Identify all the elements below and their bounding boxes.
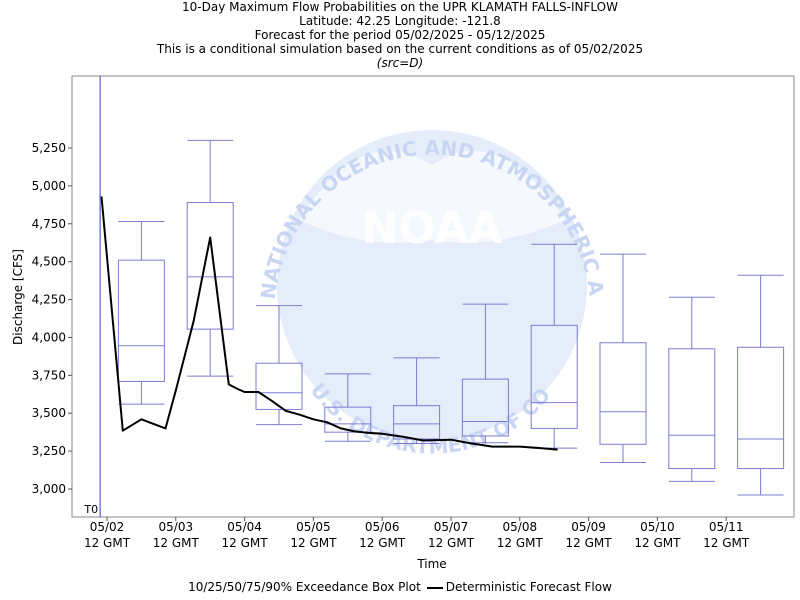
box-iqr xyxy=(599,342,647,445)
box-plots xyxy=(117,139,785,496)
legend-line-label: Deterministic Forecast Flow xyxy=(445,580,612,594)
y-tick-label: 3,250 xyxy=(32,444,66,458)
forecast-series xyxy=(100,196,558,451)
y-tick-label: 3,500 xyxy=(32,406,66,420)
chart-title-block: 10-Day Maximum Flow Probabilities on the… xyxy=(0,0,800,70)
t0-label: T0 xyxy=(83,503,98,516)
x-tick-time: 12 GMT xyxy=(153,536,200,550)
x-tick-time: 12 GMT xyxy=(634,536,681,550)
source-note: (src=D) xyxy=(376,56,424,70)
forecast-line xyxy=(100,196,558,451)
x-tick-date: 05/08 xyxy=(503,520,538,534)
watermark-logo-text: NOAA xyxy=(361,203,502,254)
x-axis-label: Time xyxy=(416,557,446,571)
box-plot xyxy=(255,305,303,426)
x-tick-date: 05/02 xyxy=(90,520,125,534)
plot-area xyxy=(71,75,795,518)
x-tick-time: 12 GMT xyxy=(290,536,337,550)
box-plot xyxy=(393,357,441,445)
y-tick-label: 4,750 xyxy=(32,217,66,231)
noaa-watermark: NATIONAL OCEANIC AND ATMOSPHERIC ADMINIS… xyxy=(0,0,609,459)
forecast-period-line: Forecast for the period 05/02/2025 - 05/… xyxy=(254,28,546,42)
t0-marker: T0 xyxy=(83,76,101,517)
box-plot xyxy=(737,274,785,496)
simulation-note-line: This is a conditional simulation based o… xyxy=(156,42,644,56)
x-tick-date: 05/06 xyxy=(365,520,400,534)
box-iqr xyxy=(461,378,509,437)
x-tick-time: 12 GMT xyxy=(222,536,269,550)
x-tick-date: 05/11 xyxy=(709,520,744,534)
y-tick-label: 4,000 xyxy=(32,330,66,344)
x-tick-date: 05/09 xyxy=(571,520,606,534)
x-tick-time: 12 GMT xyxy=(428,536,475,550)
x-tick-time: 12 GMT xyxy=(497,536,544,550)
box-iqr xyxy=(255,362,303,410)
x-tick-time: 12 GMT xyxy=(359,536,406,550)
box-plot xyxy=(668,296,716,482)
box-iqr xyxy=(186,202,234,330)
y-axis: 3,000 3,250 3,500 3,750 4,000 4,250 4,500 4,750… xyxy=(32,141,72,496)
box-iqr xyxy=(117,259,165,382)
x-tick-date: 05/07 xyxy=(434,520,469,534)
box-iqr xyxy=(737,346,785,470)
x-tick-date: 05/03 xyxy=(159,520,194,534)
x-tick-time: 12 GMT xyxy=(84,536,131,550)
legend-box-label: 10/25/50/75/90% Exceedance Box Plot xyxy=(188,580,421,594)
legend: 10/25/50/75/90% Exceedance Box Plot Deter… xyxy=(0,580,800,594)
box-plot xyxy=(117,221,165,405)
box-plot xyxy=(530,243,578,449)
box-plot xyxy=(599,253,647,463)
x-tick-date: 05/05 xyxy=(296,520,331,534)
x-tick-time: 12 GMT xyxy=(703,536,750,550)
box-plot xyxy=(324,373,372,442)
box-plot xyxy=(186,139,234,377)
y-tick-label: 4,250 xyxy=(32,293,66,307)
y-tick-label: 4,500 xyxy=(32,255,66,269)
x-tick-time: 12 GMT xyxy=(566,536,613,550)
y-tick-label: 3,750 xyxy=(32,368,66,382)
legend-line-swatch xyxy=(426,586,443,589)
box-iqr xyxy=(324,406,372,433)
x-tick-date: 05/10 xyxy=(640,520,675,534)
watermark-bird xyxy=(300,151,565,243)
location-line: Latitude: 42.25 Longitude: -121.8 xyxy=(299,14,501,28)
box-iqr xyxy=(668,348,716,470)
box-iqr xyxy=(530,324,578,429)
y-tick-label: 3,000 xyxy=(32,482,66,496)
y-tick-label: 5,250 xyxy=(32,141,66,155)
x-axis: 05/02 12 GMT 05/03 12 GMT 05/04 12 GMT 05/05 12… xyxy=(84,517,750,550)
y-tick-label: 5,000 xyxy=(32,179,66,193)
x-tick-date: 05/04 xyxy=(227,520,262,534)
y-axis-label: Discharge [CFS] xyxy=(11,249,25,345)
chart-title: 10-Day Maximum Flow Probabilities on the… xyxy=(182,0,618,14)
